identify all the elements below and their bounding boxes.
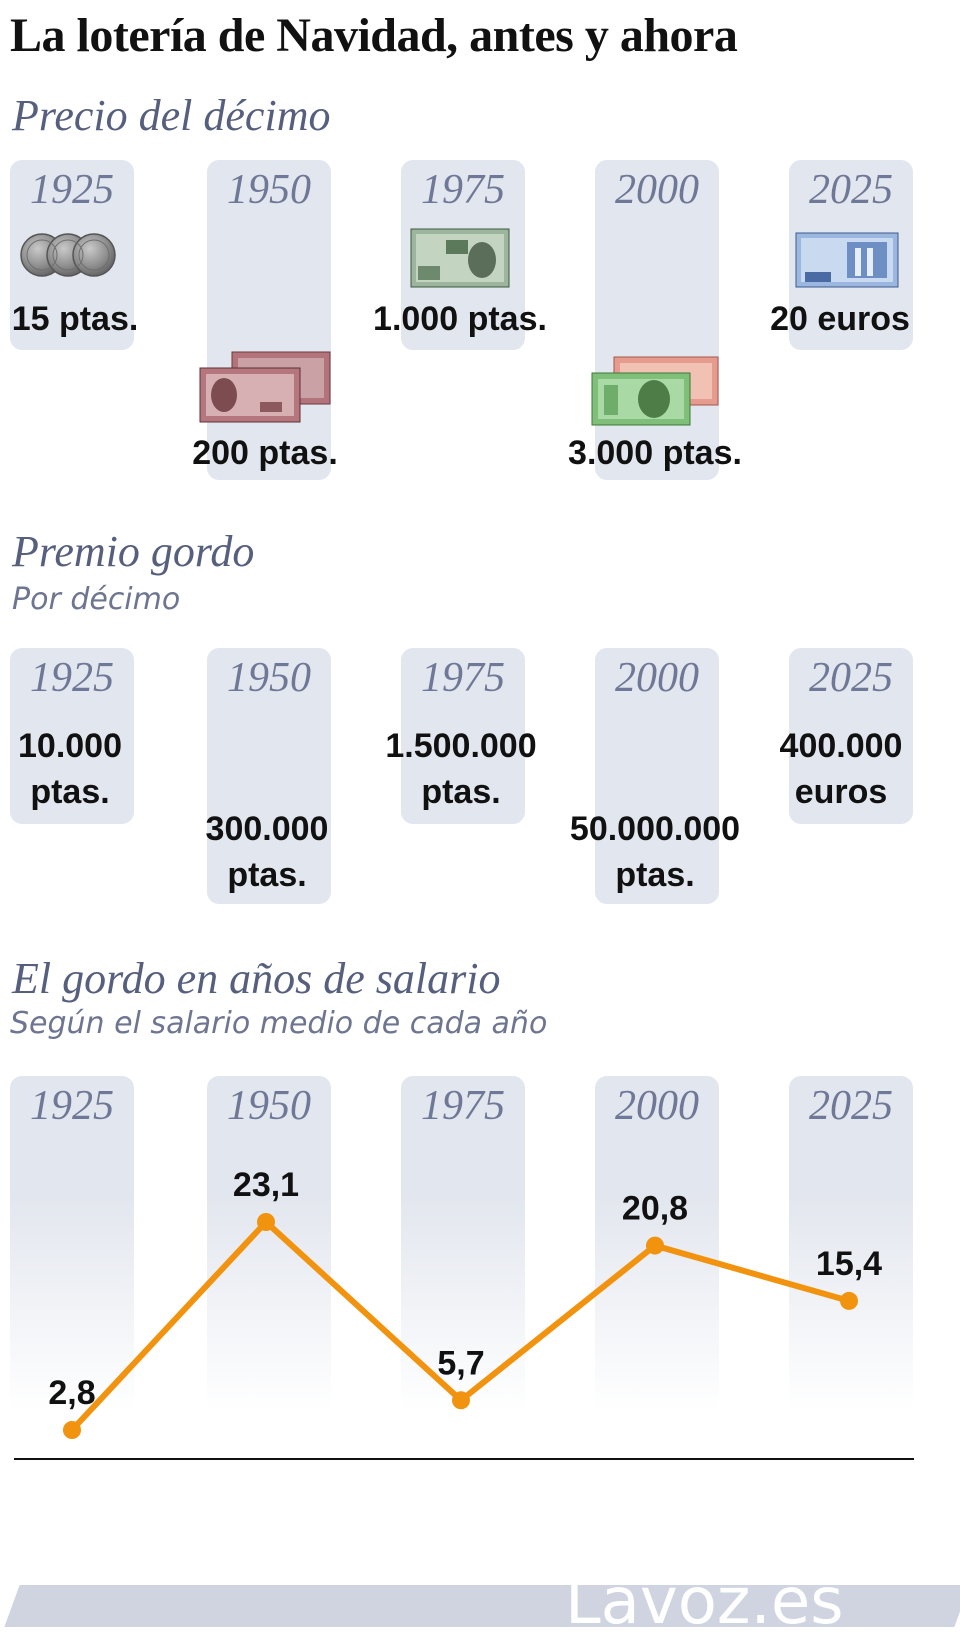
salary-point-1950	[257, 1213, 275, 1231]
salary-section-title: El gordo en años de salario	[12, 954, 501, 1003]
prize-value-2025: 400.000 euros	[731, 723, 951, 815]
prize-value-1975: 1.500.000 ptas.	[351, 723, 571, 815]
prize-value-1925: 10.000 ptas.	[0, 723, 180, 815]
prize-year-1950: 1950	[227, 655, 311, 701]
salary-column-1925	[10, 1076, 134, 1412]
salary-value-label-2025: 15,4	[816, 1245, 882, 1283]
prize-unit: euros	[794, 773, 888, 811]
prize-amount: 400.000	[779, 727, 903, 765]
price-year-2025: 2025	[809, 167, 893, 213]
page-title: La lotería de Navidad, antes y ahora	[10, 9, 738, 62]
prize-section-subtitle: Por décimo	[12, 582, 181, 617]
salary-line-chart: 2,8 23,1 5,7 20,8 15,4	[14, 1166, 914, 1460]
prize-unit: ptas.	[615, 856, 695, 894]
salary-year-1950: 1950	[227, 1083, 311, 1129]
price-year-1975: 1975	[421, 167, 505, 213]
prize-year-1975: 1975	[421, 655, 505, 701]
prize-column-1975	[401, 648, 525, 824]
salary-point-2000	[646, 1236, 664, 1255]
footer-logo: Lavoz.es	[565, 1565, 844, 1639]
salary-value-label-1925: 2,8	[48, 1374, 95, 1412]
salary-value-label-2000: 20,8	[622, 1190, 688, 1228]
price-value-2025: 20 euros	[770, 300, 910, 338]
prize-unit: ptas.	[227, 856, 307, 894]
salary-value-label-1975: 5,7	[437, 1344, 484, 1382]
salary-column-1950	[207, 1076, 331, 1412]
prize-column-2000	[595, 648, 719, 904]
salary-column-2025	[789, 1076, 913, 1412]
price-value-2000: 3.000 ptas.	[568, 434, 742, 472]
banknotes-2000-icon	[591, 356, 719, 426]
price-column-1950	[207, 160, 331, 480]
prize-value-1950: 300.000 ptas.	[157, 806, 377, 898]
banknote-euro-icon	[795, 232, 899, 288]
salary-year-1925: 1925	[30, 1083, 114, 1129]
salary-point-1975	[452, 1391, 470, 1410]
price-value-1975: 1.000 ptas.	[373, 300, 547, 338]
banknote-1975-icon	[410, 228, 510, 288]
prize-year-2025: 2025	[809, 655, 893, 701]
prize-amount: 50.000.000	[569, 810, 741, 848]
prize-column-1925	[10, 648, 134, 824]
prize-unit: ptas.	[30, 773, 110, 811]
salary-value-label-1950: 23,1	[233, 1166, 299, 1204]
price-section-title: Precio del décimo	[12, 91, 331, 140]
prize-value-2000: 50.000.000 ptas.	[545, 806, 765, 898]
salary-column-1975	[401, 1076, 525, 1412]
prize-column-1950	[207, 648, 331, 904]
prize-section-title: Premio gordo	[12, 527, 255, 576]
prize-year-2000: 2000	[615, 655, 699, 701]
banknotes-1950-icon	[199, 351, 331, 423]
price-column-2000	[595, 160, 719, 480]
prize-unit: ptas.	[421, 773, 501, 811]
prize-column-2025	[789, 648, 913, 824]
salary-year-2000: 2000	[615, 1083, 699, 1129]
salary-year-1975: 1975	[421, 1083, 505, 1129]
price-year-2000: 2000	[615, 167, 699, 213]
price-year-1925: 1925	[30, 167, 114, 213]
prize-amount: 1.500.000	[385, 727, 537, 765]
prize-amount: 10.000	[18, 727, 122, 765]
price-year-1950: 1950	[227, 167, 311, 213]
salary-section-subtitle: Según el salario medio de cada año	[10, 1006, 548, 1041]
price-value-1925: 15 ptas.	[11, 300, 139, 338]
price-value-1950: 200 ptas.	[192, 434, 338, 472]
coins-icon	[20, 233, 116, 277]
prize-year-1925: 1925	[30, 655, 114, 701]
salary-point-1925	[63, 1421, 81, 1439]
salary-point-2025	[840, 1291, 858, 1310]
salary-year-2025: 2025	[809, 1083, 893, 1129]
prize-amount: 300.000	[205, 810, 329, 848]
